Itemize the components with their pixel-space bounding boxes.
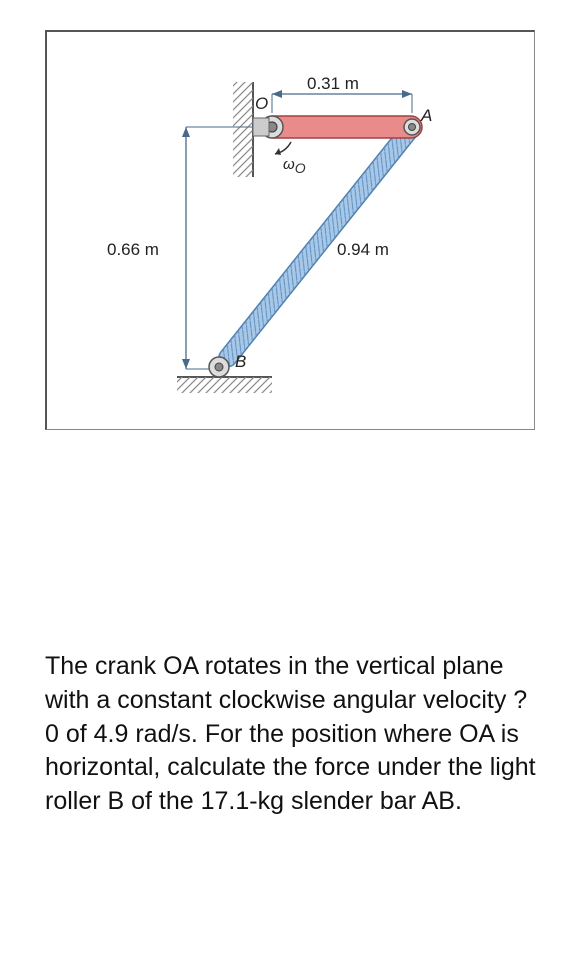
- omega-subscript: O: [295, 160, 306, 176]
- point-a-label: A: [421, 106, 432, 126]
- dim-horiz-arrow-right: [402, 90, 412, 98]
- point-o-label: O: [255, 94, 268, 114]
- roller-b: [209, 357, 229, 377]
- dim-horiz-arrow-left: [272, 90, 282, 98]
- point-b-label: B: [235, 352, 246, 372]
- dim-vertical-label: 0.66 m: [107, 240, 159, 260]
- omega-symbol: ω: [283, 156, 295, 173]
- problem-statement: The crank OA rotates in the vertical pla…: [45, 650, 538, 819]
- ground-hatch: [177, 377, 272, 393]
- mechanism-diagram: 0.66 m 0.31 m 0.94 m O A B ωO: [47, 32, 534, 429]
- dim-horizontal-label: 0.31 m: [307, 74, 359, 94]
- dim-vert-arrow-top: [182, 127, 190, 137]
- dim-vert-arrow-bot: [182, 359, 190, 369]
- pin-a: [404, 119, 420, 135]
- crank-oa: [262, 116, 422, 138]
- wall-hatch: [233, 82, 253, 177]
- diagram-svg: [47, 32, 537, 432]
- bracket-o: [253, 118, 269, 136]
- dim-bar-label: 0.94 m: [337, 240, 389, 260]
- omega-arrow: [275, 148, 281, 155]
- omega-label: ωO: [283, 156, 306, 176]
- figure-frame: 0.66 m 0.31 m 0.94 m O A B ωO: [45, 30, 535, 430]
